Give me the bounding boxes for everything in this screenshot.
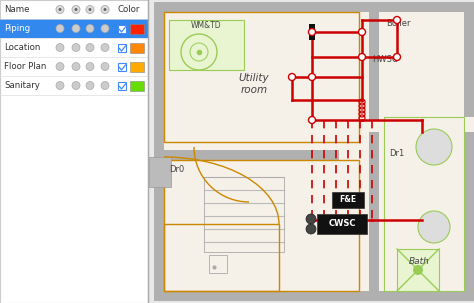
Bar [204, 177, 284, 252]
Circle shape [101, 5, 109, 14]
Circle shape [86, 44, 94, 52]
Bar [154, 2, 164, 157]
Circle shape [358, 28, 365, 35]
Text: Utility
room: Utility room [239, 73, 269, 95]
Bar [0, 0, 148, 303]
Text: Sanitary: Sanitary [4, 81, 40, 90]
Bar [369, 12, 379, 120]
Bar [118, 25, 126, 32]
Circle shape [89, 8, 91, 11]
Circle shape [58, 8, 62, 11]
Bar [118, 82, 126, 89]
Text: Dr0: Dr0 [169, 165, 184, 175]
Circle shape [101, 25, 109, 32]
Circle shape [56, 5, 64, 14]
Bar [209, 255, 227, 273]
Bar [464, 2, 474, 117]
Circle shape [358, 54, 365, 61]
Bar [309, 24, 315, 40]
Bar [169, 20, 244, 70]
Text: WM&TD: WM&TD [191, 21, 221, 29]
Bar [130, 24, 144, 34]
Bar [384, 117, 464, 291]
Bar [130, 42, 144, 52]
Text: Boiler: Boiler [386, 19, 410, 28]
Bar [164, 160, 359, 291]
Circle shape [309, 28, 316, 35]
Bar [154, 2, 474, 12]
Text: F&E: F&E [339, 195, 356, 205]
Bar [154, 187, 164, 301]
Circle shape [72, 62, 80, 71]
Circle shape [101, 44, 109, 52]
Circle shape [101, 82, 109, 89]
Circle shape [103, 8, 107, 11]
Circle shape [72, 44, 80, 52]
Bar [154, 150, 339, 160]
Circle shape [56, 25, 64, 32]
Circle shape [56, 62, 64, 71]
Bar [118, 44, 126, 52]
Bar [369, 132, 379, 291]
Circle shape [101, 62, 109, 71]
Text: Color: Color [118, 5, 140, 14]
Circle shape [289, 74, 295, 81]
Bar [164, 224, 279, 291]
Bar [332, 192, 364, 208]
Bar [154, 2, 474, 301]
Bar [464, 132, 474, 301]
Circle shape [418, 211, 450, 243]
Circle shape [72, 82, 80, 89]
Circle shape [86, 25, 94, 32]
Text: Piping: Piping [4, 24, 30, 33]
Circle shape [309, 74, 316, 81]
Text: CWSC: CWSC [328, 219, 356, 228]
Circle shape [72, 5, 80, 14]
Circle shape [56, 44, 64, 52]
Circle shape [309, 116, 316, 124]
Bar [164, 12, 359, 142]
Bar [397, 249, 439, 291]
Text: Dr1: Dr1 [389, 149, 404, 158]
Circle shape [416, 129, 452, 165]
Bar [0, 19, 148, 38]
Circle shape [86, 5, 94, 14]
Circle shape [86, 62, 94, 71]
Bar [118, 62, 126, 71]
Circle shape [74, 8, 78, 11]
Circle shape [306, 214, 316, 224]
Text: Location: Location [4, 43, 40, 52]
Circle shape [393, 54, 401, 61]
Bar [130, 81, 144, 91]
Circle shape [393, 16, 401, 24]
Circle shape [306, 224, 316, 234]
Circle shape [413, 265, 423, 275]
Circle shape [86, 82, 94, 89]
Text: Floor Plan: Floor Plan [4, 62, 46, 71]
Bar [154, 291, 474, 301]
Text: Bath: Bath [409, 258, 430, 267]
Circle shape [72, 25, 80, 32]
Bar [149, 157, 171, 187]
Text: Name: Name [4, 5, 29, 14]
Text: HWSC: HWSC [372, 55, 398, 65]
Circle shape [56, 82, 64, 89]
Bar [317, 214, 367, 234]
Bar [130, 62, 144, 72]
